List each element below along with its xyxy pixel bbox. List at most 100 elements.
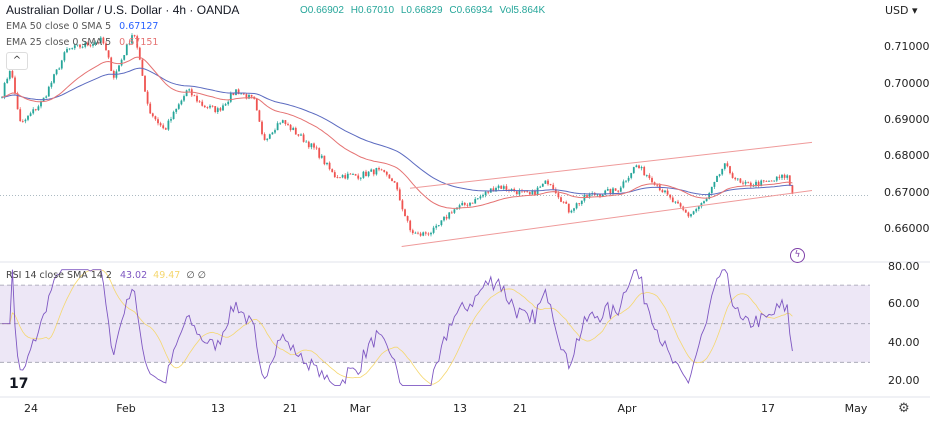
candle-body [601,194,604,197]
candle-body [144,75,146,92]
candle-body [619,187,622,192]
candle-body [560,197,562,202]
currency-label: USD [885,4,909,17]
channel-lower-line[interactable] [401,189,813,248]
candle-body [471,202,474,204]
rsi-line [2,269,793,386]
candle-body [346,173,349,179]
ema25-legend[interactable]: EMA 25 close 0 SMA 5 0.67151 [6,37,158,48]
candle-body [372,169,375,175]
candle-body [401,200,404,210]
candle-body [445,216,448,219]
candle-body [547,180,549,185]
candle-body [11,71,14,78]
candle-body [562,201,565,203]
low-value: L0.66829 [400,5,443,16]
candle-body [406,216,409,221]
candle-body [380,169,383,171]
candle-body [344,175,347,179]
candle-body [736,178,739,180]
candle-body [526,191,529,193]
candle-body [606,188,609,191]
candle-body [770,180,773,182]
candle-body [476,198,479,200]
candle-body [768,180,770,182]
candle-body [414,232,417,234]
candle-body [216,108,219,112]
candle-body [726,163,729,167]
candle-body [45,96,48,98]
time-tick: 21 [283,402,297,415]
candle-body [99,37,102,43]
candle-body [731,173,734,178]
candle-body [138,47,141,60]
candle-body [700,203,703,207]
candle-body [578,203,581,205]
candle-body [648,175,651,179]
candle-body [723,163,726,169]
candle-body [458,205,461,208]
currency-selector[interactable]: USD ▾ [885,4,918,17]
candle-body [123,55,126,60]
candle-body [136,36,139,48]
candle-body [422,232,425,236]
ema50-line [1,67,793,196]
candle-body [729,166,731,174]
candle-body [107,50,110,58]
candle-body [201,101,204,106]
rsi-legend[interactable]: RSI 14 close SMA 14 2 43.02 49.47 ∅ ∅ [6,270,206,281]
gear-icon[interactable]: ⚙ [898,401,910,416]
candle-body [141,59,144,76]
candle-body [365,171,367,177]
candle-body [297,134,300,136]
rsi-sma-line [2,269,793,385]
ema25-label: EMA 25 close 0 SMA 5 [6,37,112,48]
candle-body [492,188,495,192]
rsi-extra: ∅ ∅ [186,270,206,281]
candle-body [645,175,648,177]
rsi-tick: 40.00 [888,336,920,349]
candle-body [463,202,466,205]
channel-upper-line[interactable] [409,141,813,189]
candle-body [133,35,136,37]
candle-body [268,134,271,139]
candle-body [37,106,40,111]
time-tick: 17 [761,402,775,415]
tradingview-logo[interactable]: 17 [9,376,29,392]
candle-body [300,134,302,136]
candle-body [1,97,3,99]
candle-body [222,105,224,111]
candle-body [703,201,705,204]
candle-body [326,162,328,165]
candle-body [430,232,432,235]
candle-body [164,128,167,130]
candle-body [539,186,542,188]
candle-body [219,108,222,111]
rsi-sma-value: 49.47 [153,270,181,281]
candle-body [671,197,674,203]
lightning-icon[interactable]: ϟ [790,248,805,263]
ema50-legend[interactable]: EMA 50 close 0 SMA 5 0.67127 [6,21,158,32]
candle-body [50,82,53,87]
candle-body [281,120,284,123]
candle-body [131,35,133,44]
candle-body [302,134,305,142]
candle-body [196,95,198,102]
chevron-up-icon[interactable]: ^ [6,52,28,70]
symbol-title[interactable]: Australian Dollar / U.S. Dollar · 4h · O… [6,3,240,17]
candle-body [151,113,154,117]
candle-body [502,186,505,189]
candle-body [19,109,22,122]
candle-body [697,206,700,210]
candle-body [484,191,487,196]
candle-body [367,171,370,177]
candle-body [791,185,794,194]
candle-body [552,184,555,190]
candle-body [656,184,659,186]
candle-body [92,44,94,46]
candle-body [229,92,232,102]
candle-body [437,225,440,226]
candle-body [666,190,669,195]
candle-body [596,194,599,196]
